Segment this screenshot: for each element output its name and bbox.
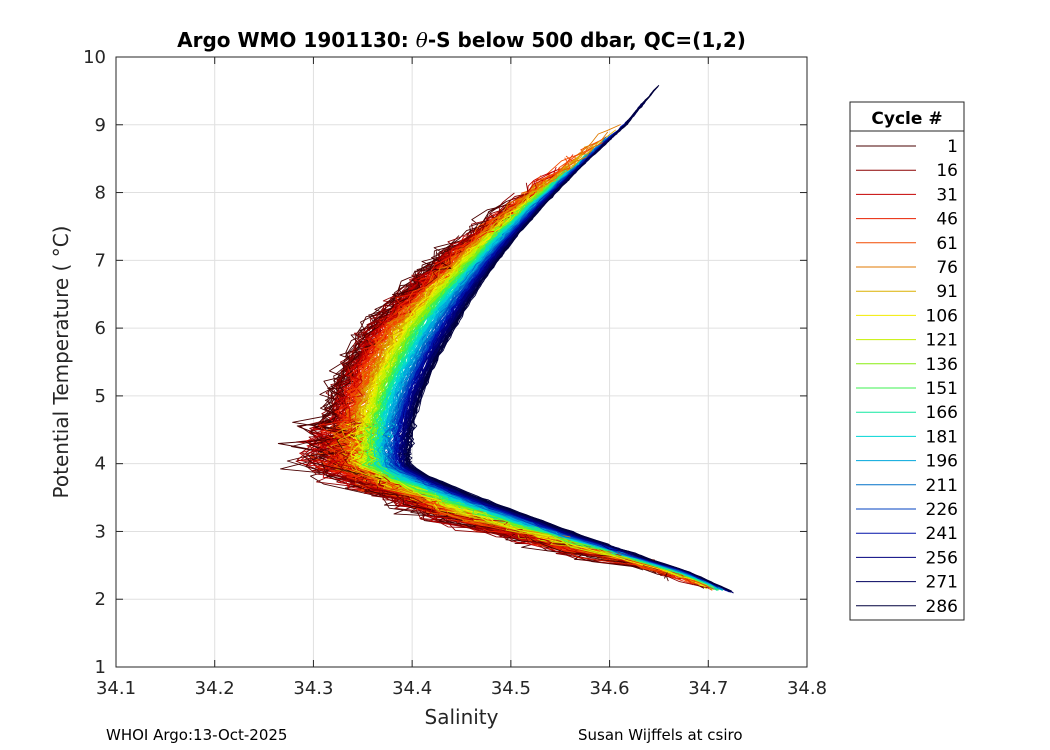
footer-source: WHOI Argo:13-Oct-2025 [106,726,288,744]
y-axis-label: Potential Temperature ( °C) [49,226,73,499]
legend-label: 211 [926,476,958,496]
profile-line [337,140,698,582]
legend-title: Cycle # [871,109,942,129]
profile-line [362,196,701,583]
legend-label: 181 [926,427,958,447]
profile-line [322,232,687,579]
legend-label: 271 [926,573,958,593]
y-tick-label: 7 [95,250,106,271]
legend-label: 121 [926,331,958,351]
legend-label: 106 [926,306,958,326]
legend-label: 16 [936,161,958,181]
profile-line [333,146,680,574]
legend-label: 241 [926,524,958,544]
profile-line [359,192,699,581]
profile-line [387,150,696,578]
legend-label: 166 [926,403,958,423]
plot-area [116,57,807,667]
profile-line [318,224,692,583]
x-tick-label: 34.2 [195,678,235,699]
x-tick-label: 34.8 [787,678,827,699]
x-axis-label: Salinity [425,705,499,729]
x-tick-label: 34.7 [688,678,728,699]
legend-label: 196 [926,452,958,472]
y-tick-label: 1 [95,657,106,678]
x-tick-label: 34.4 [392,678,432,699]
x-tick-label: 34.3 [293,678,333,699]
profile-line [393,131,719,588]
profile-line [372,175,718,592]
y-tick-label: 9 [95,115,106,136]
legend-label: 256 [926,548,958,568]
chart-title: Argo WMO 1901130: θ-S below 500 dbar, QC… [177,28,746,52]
y-tick-label: 3 [95,521,106,542]
legend-label: 61 [936,234,958,254]
legend-label: 76 [936,258,958,278]
legend-label: 1 [947,137,958,157]
legend-label: 31 [936,185,958,205]
y-tick-label: 10 [83,47,106,68]
profile-line [312,210,659,570]
legend-label: 91 [936,282,958,302]
legend-label: 226 [926,500,958,520]
profile-line [405,96,732,593]
y-tick-label: 5 [95,386,106,407]
y-tick-label: 2 [95,589,106,610]
x-tick-label: 34.1 [96,678,136,699]
legend-label: 136 [926,355,958,375]
legend-label: 286 [926,597,958,617]
footer-author: Susan Wijffels at csiro [578,726,743,744]
legend-label: 46 [936,210,958,230]
legend-label: 151 [926,379,958,399]
y-tick-label: 6 [95,318,106,339]
x-tick-label: 34.6 [590,678,630,699]
axes-box [115,56,808,668]
y-tick-label: 4 [95,454,106,475]
profile-line [383,171,717,587]
y-tick-label: 8 [95,183,106,204]
profile-line [373,161,695,579]
x-tick-label: 34.5 [491,678,531,699]
